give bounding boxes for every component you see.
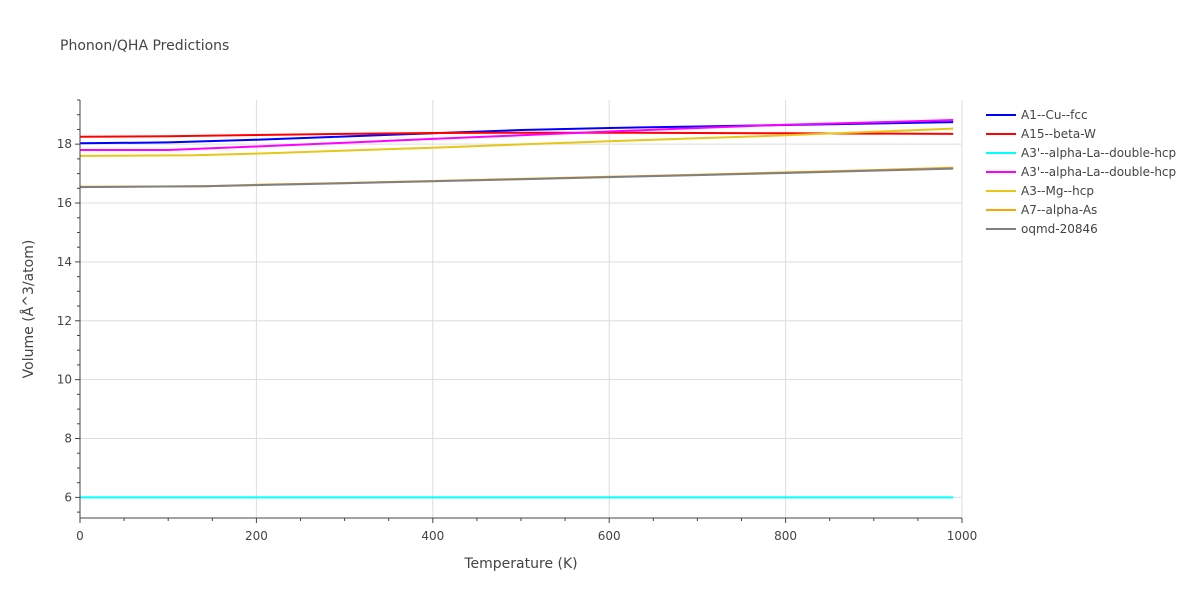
grid bbox=[80, 100, 963, 518]
x-axis-title: Temperature (K) bbox=[463, 556, 577, 572]
x-tick-label: 200 bbox=[245, 529, 268, 543]
chart-title: Phonon/QHA Predictions bbox=[60, 38, 229, 54]
x-tick-label: 1000 bbox=[947, 529, 978, 543]
series-line-3 bbox=[80, 119, 954, 151]
y-axis-title: Volume (Å^3/atom) bbox=[20, 240, 37, 379]
y-tick-label: 12 bbox=[57, 314, 72, 328]
x-tick-label: 800 bbox=[774, 529, 797, 543]
series-line-5 bbox=[79, 166, 954, 188]
x-tick-label: 0 bbox=[76, 529, 84, 543]
legend-item-3[interactable]: A3'--alpha-La--double-hcp bbox=[986, 165, 1176, 179]
legend-label: A3--Mg--hcp bbox=[1021, 184, 1094, 198]
series-line-6 bbox=[79, 167, 954, 189]
legend-label: A15--beta-W bbox=[1021, 127, 1096, 141]
legend-item-4[interactable]: A3--Mg--hcp bbox=[986, 184, 1094, 198]
axes: 0 200 400 600 800 1000 6 8 10 12 14 16 18 bbox=[57, 99, 978, 543]
legend-item-0[interactable]: A1--Cu--fcc bbox=[986, 108, 1088, 122]
legend-label: oqmd-20846 bbox=[1021, 222, 1098, 236]
legend[interactable]: A1--Cu--fcc A15--beta-W A3'--alpha-La--dou… bbox=[986, 108, 1176, 236]
y-tick-label: 10 bbox=[57, 373, 72, 387]
legend-item-1[interactable]: A15--beta-W bbox=[986, 127, 1096, 141]
y-tick-label: 8 bbox=[64, 432, 72, 446]
y-tick-label: 14 bbox=[57, 255, 72, 269]
series-layer bbox=[79, 119, 954, 499]
legend-label: A3'--alpha-La--double-hcp bbox=[1021, 146, 1176, 160]
legend-label: A7--alpha-As bbox=[1021, 203, 1097, 217]
legend-item-2[interactable]: A3'--alpha-La--double-hcp bbox=[986, 146, 1176, 160]
legend-label: A3'--alpha-La--double-hcp bbox=[1021, 165, 1176, 179]
legend-label: A1--Cu--fcc bbox=[1021, 108, 1088, 122]
y-tick-label: 16 bbox=[57, 196, 72, 210]
x-tick-label: 600 bbox=[598, 529, 621, 543]
x-tick-label: 400 bbox=[421, 529, 444, 543]
y-tick-label: 6 bbox=[64, 490, 72, 504]
series-line-4 bbox=[79, 127, 954, 157]
legend-item-6[interactable]: oqmd-20846 bbox=[986, 222, 1098, 236]
legend-item-5[interactable]: A7--alpha-As bbox=[986, 203, 1097, 217]
y-tick-label: 18 bbox=[57, 137, 72, 151]
